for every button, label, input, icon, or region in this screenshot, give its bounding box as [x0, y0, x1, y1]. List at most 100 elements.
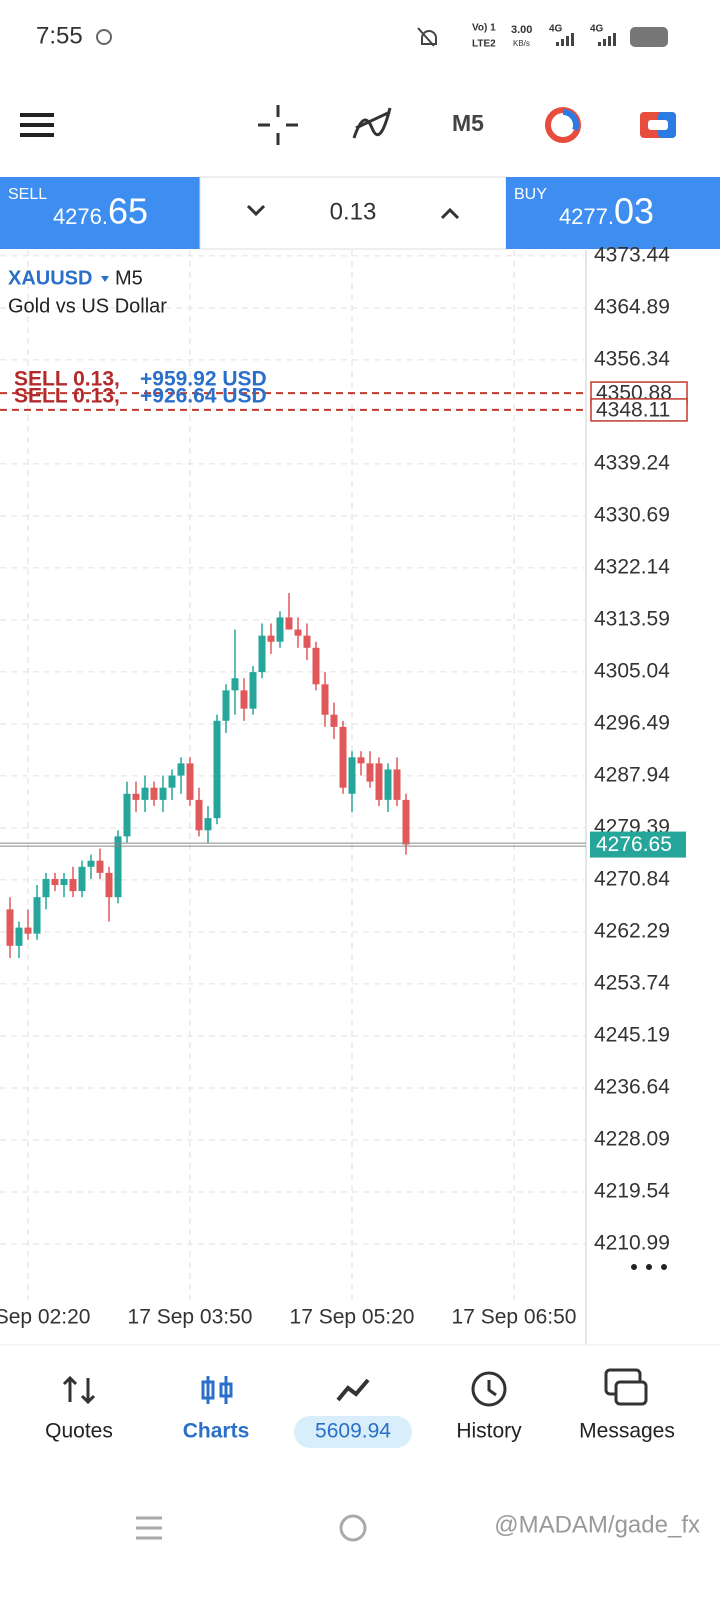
candle-body [42, 878, 50, 898]
history-icon [471, 1371, 507, 1407]
menu-button[interactable] [20, 113, 54, 137]
y-tick-label: 4322.14 [594, 555, 670, 578]
candle-body [294, 629, 302, 636]
y-tick-label: 4356.34 [594, 347, 670, 370]
candle-body [276, 617, 284, 642]
candle-body [375, 763, 383, 800]
candle-body [141, 787, 149, 800]
candle-body [186, 763, 194, 800]
candle-body [402, 799, 410, 845]
nav-messages[interactable]: Messages [579, 1420, 675, 1443]
y-tick-label: 4339.24 [594, 451, 670, 474]
x-tick-label: 17 Sep 03:50 [128, 1306, 253, 1329]
buy-label: BUY [514, 186, 547, 203]
nav-quotes[interactable]: Quotes [45, 1420, 113, 1443]
volume-down[interactable] [246, 204, 266, 217]
candle-body [366, 763, 374, 782]
y-tick-label: 4245.19 [594, 1023, 670, 1046]
candle-body [105, 872, 113, 898]
candle-body [213, 720, 221, 819]
y-tick-label: 4228.09 [594, 1128, 670, 1151]
order-label: SELL 0.13, [14, 368, 120, 391]
status-lte: LTE2 [472, 39, 496, 50]
chart-symbol: XAUUSD [8, 267, 92, 289]
candle-body [78, 866, 86, 892]
candle-body [6, 909, 14, 946]
nav-history[interactable]: History [456, 1420, 522, 1443]
charts-icon [206, 1376, 228, 1404]
candle-body [87, 860, 95, 867]
timeframe-button[interactable]: M5 [452, 110, 484, 136]
trade-icon [336, 1378, 370, 1402]
buy-price-big: 03 [614, 191, 654, 232]
more-dot[interactable] [631, 1264, 637, 1270]
more-dot [661, 1264, 667, 1270]
x-tick-label: 17 Sep 06:50 [452, 1306, 577, 1329]
candle-body [348, 757, 356, 794]
status-speed: 3.00 [511, 24, 532, 36]
more-dot [646, 1264, 652, 1270]
candle-body [51, 878, 59, 886]
crosshair-button[interactable] [258, 105, 298, 145]
order-price-box [590, 398, 688, 422]
candle-body [222, 690, 230, 721]
sell-button[interactable] [0, 177, 200, 249]
candle-body [267, 635, 275, 642]
candle-body [249, 672, 257, 709]
sell-price-main: 4276. [53, 204, 108, 229]
y-tick-label: 4364.89 [594, 295, 670, 318]
candle-body [60, 878, 68, 886]
candle-body [123, 793, 131, 837]
candle-body [24, 927, 32, 934]
candle-body [168, 775, 176, 788]
chart-description: Gold vs US Dollar [8, 295, 167, 317]
y-tick-label: 4313.59 [594, 607, 670, 630]
candle-body [132, 793, 140, 800]
status-sim1: 4G [549, 24, 563, 35]
trade-button-accent [562, 109, 579, 132]
candle-body [312, 647, 320, 685]
candle-body [96, 860, 104, 873]
candle-body [69, 878, 77, 892]
order-label: SELL 0.13, [14, 384, 120, 407]
sys-home[interactable] [339, 1514, 367, 1542]
battery-icon [630, 27, 668, 47]
candle-body [177, 763, 185, 776]
buy-button[interactable] [506, 177, 720, 249]
history-icon [487, 1380, 497, 1397]
candle-body [258, 635, 266, 673]
volume-up[interactable] [440, 207, 460, 220]
indicators-button[interactable] [352, 107, 392, 139]
account-button-inner [648, 120, 668, 130]
volume-value[interactable]: 0.13 [330, 198, 377, 225]
y-tick-label: 4219.54 [594, 1180, 670, 1203]
candle-body [285, 617, 293, 630]
current-price-box [590, 831, 686, 858]
candle-body [204, 818, 212, 831]
y-tick-label: 4262.29 [594, 919, 670, 942]
mute-icon [417, 27, 437, 47]
candle-body [114, 836, 122, 898]
y-tick-label: 4373.44 [594, 243, 670, 266]
nav-charts[interactable]: Charts [183, 1420, 250, 1443]
status-speed-unit: KB/s [513, 39, 530, 48]
y-tick-label: 4236.64 [594, 1075, 670, 1098]
signal-icon [598, 33, 616, 46]
symbol-dropdown[interactable] [101, 276, 109, 282]
candle-body [357, 757, 365, 764]
y-tick-label: 4210.99 [594, 1232, 670, 1255]
nav-trade[interactable]: 5609.94 [315, 1420, 391, 1443]
order-profit: +959.92 USD [140, 368, 267, 391]
candle-body [231, 678, 239, 691]
sys-recent[interactable] [136, 1516, 162, 1540]
status-sim2: 4G [590, 24, 604, 35]
y-tick-label: 4253.74 [594, 971, 670, 994]
candle-body [393, 769, 401, 800]
x-tick-label: 17 Sep 05:20 [290, 1306, 415, 1329]
charts-icon [201, 1380, 215, 1400]
watermark: @MADAM/gade_fx [494, 1511, 700, 1538]
status-time: 7:55 [36, 22, 83, 49]
charts-icon [219, 1382, 233, 1398]
volte-label: Vo) 1 [472, 23, 496, 34]
